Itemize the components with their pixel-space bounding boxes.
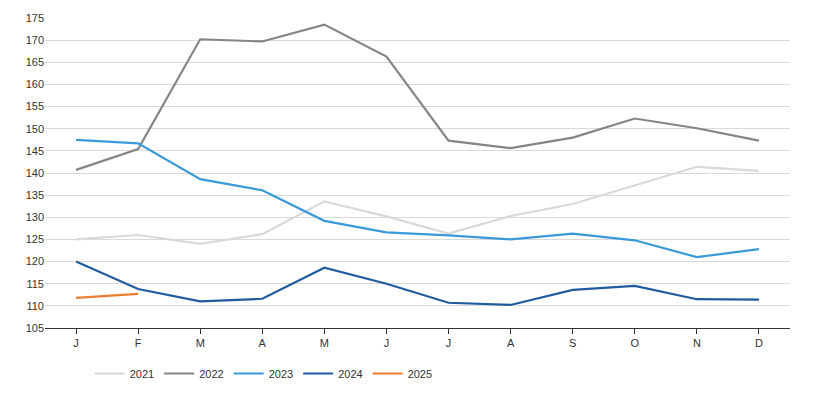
svg-text:170: 170 (26, 34, 44, 46)
svg-text:2021: 2021 (130, 368, 154, 380)
svg-text:165: 165 (26, 56, 44, 68)
svg-text:M: M (196, 337, 205, 349)
svg-text:D: D (755, 337, 763, 349)
svg-text:J: J (73, 337, 79, 349)
svg-text:M: M (320, 337, 329, 349)
svg-text:140: 140 (26, 167, 44, 179)
svg-text:N: N (693, 337, 701, 349)
svg-text:J: J (446, 337, 452, 349)
svg-text:135: 135 (26, 189, 44, 201)
svg-text:2024: 2024 (338, 368, 362, 380)
svg-text:F: F (135, 337, 142, 349)
svg-text:2023: 2023 (269, 368, 293, 380)
svg-text:175: 175 (26, 12, 44, 24)
svg-text:2025: 2025 (408, 368, 432, 380)
svg-text:155: 155 (26, 100, 44, 112)
svg-text:110: 110 (26, 300, 44, 312)
svg-text:105: 105 (26, 322, 44, 334)
svg-text:S: S (569, 337, 576, 349)
svg-text:2022: 2022 (199, 368, 223, 380)
svg-text:160: 160 (26, 78, 44, 90)
svg-text:O: O (631, 337, 640, 349)
svg-text:A: A (507, 337, 515, 349)
svg-text:145: 145 (26, 145, 44, 157)
svg-text:125: 125 (26, 233, 44, 245)
svg-text:A: A (259, 337, 267, 349)
svg-text:J: J (384, 337, 390, 349)
svg-text:150: 150 (26, 123, 44, 135)
svg-text:130: 130 (26, 211, 44, 223)
svg-text:120: 120 (26, 255, 44, 267)
svg-text:115: 115 (26, 278, 44, 290)
